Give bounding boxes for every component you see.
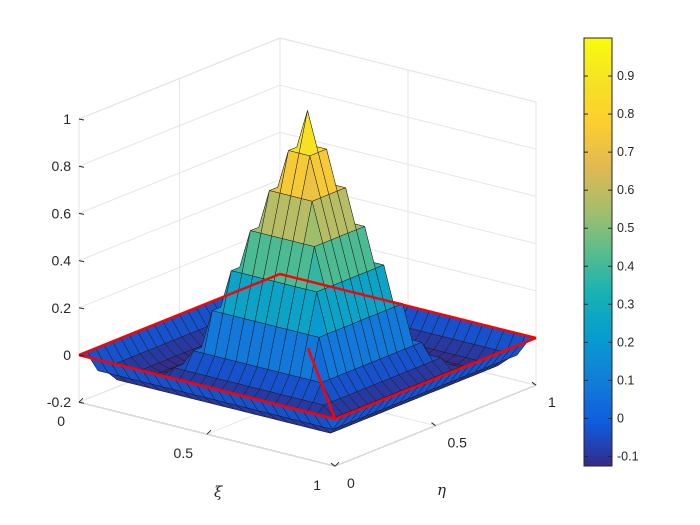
outline-edge-inner (306, 347, 337, 420)
z-tick-label: 0.6 (52, 205, 72, 221)
xi-tick-mark (334, 461, 340, 467)
z-tick-mark (78, 118, 85, 121)
xi-tick-label: 0.5 (174, 445, 194, 461)
colorbar-tick-label: 0 (617, 411, 624, 425)
z-tick-label: 0.8 (52, 158, 72, 174)
z-tick-label: 0.2 (52, 300, 72, 316)
eta-tick-mark (531, 381, 537, 386)
z-tick-mark (78, 260, 85, 263)
outline-edge-front-right (334, 336, 537, 421)
xi-tick-mark (206, 429, 212, 435)
z-tick-mark (78, 165, 85, 168)
colorbar-tick-label: 0.4 (617, 259, 634, 273)
z-tick-mark (78, 401, 85, 404)
outline-edge-front-left (78, 353, 336, 421)
axis-ticks: -0.2 0 0.2 0.4 0.6 0.8 1 0 0.5 1 0 0.5 1 (47, 111, 556, 493)
z-tick-label: 0 (63, 347, 71, 363)
colorbar: -0.1 0 0.1 0.2 0.3 0.4 0.5 0.6 0.7 0.8 0.9 (583, 37, 639, 467)
colorbar-tick-label: 0.6 (617, 183, 634, 197)
z-tick-mark (78, 212, 85, 215)
colorbar-tick-label: -0.1 (617, 449, 639, 463)
z-tick-mark (78, 307, 85, 310)
xi-tick-label: 1 (313, 477, 321, 493)
eta-tick-label: 0 (347, 475, 355, 491)
colorbar-tick-label: 0.2 (617, 335, 634, 349)
colorbar-tick-label: 0.8 (617, 107, 634, 121)
z-tick-label: 0.4 (52, 253, 72, 269)
colorbar-gradient (583, 37, 613, 467)
z-tick-label: -0.2 (47, 394, 71, 410)
eta-tick-label: 1 (548, 394, 556, 410)
eta-tick-label: 0.5 (448, 435, 468, 451)
xi-tick-label: 0 (57, 413, 65, 429)
eta-tick-mark (330, 462, 336, 467)
surface-mesh (78, 109, 537, 434)
eta-axis-label: η (437, 481, 446, 499)
colorbar-tick-label: 0.1 (617, 373, 634, 387)
colorbar-tick-label: 0.5 (617, 221, 634, 235)
colorbar-tick-label: 0.9 (617, 69, 634, 83)
eta-tick-mark (431, 422, 436, 427)
xi-tick-mark (78, 397, 84, 403)
red-outline (78, 272, 537, 421)
z-tick-label: 1 (63, 111, 71, 127)
colorbar-tick-label: 0.3 (617, 297, 634, 311)
xi-axis-label: ξ (214, 483, 223, 501)
colorbar-tick-label: 0.7 (617, 145, 634, 159)
z-tick-mark (78, 354, 85, 357)
outline-edge-back (78, 272, 537, 357)
